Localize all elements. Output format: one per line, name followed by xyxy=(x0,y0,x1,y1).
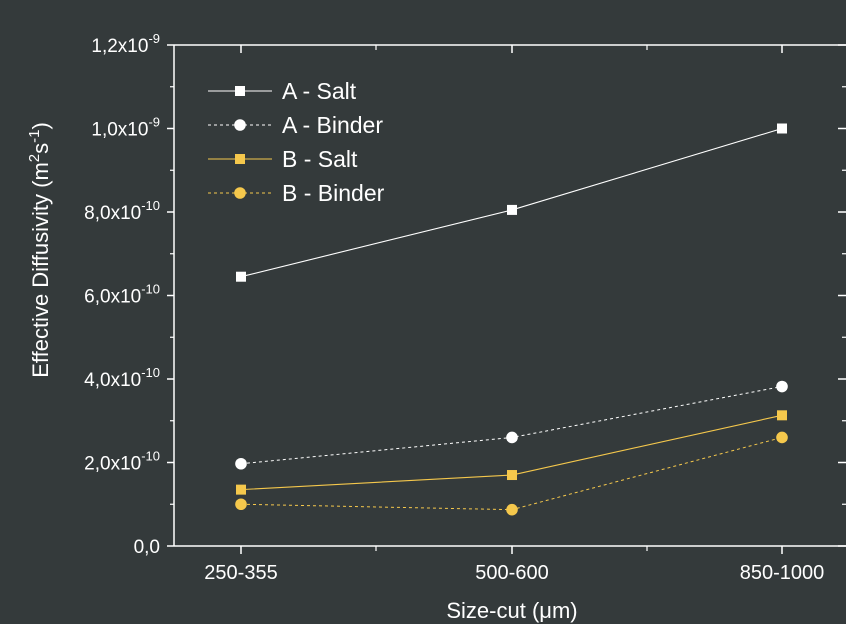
legend-label: B - Binder xyxy=(282,180,385,206)
y-tick-label: 6,0x10-10 xyxy=(84,282,160,308)
data-point xyxy=(777,410,787,421)
y-tick-label: 1,0x10-9 xyxy=(91,115,160,141)
legend-item: B - Binder xyxy=(208,180,385,206)
data-point xyxy=(235,457,247,470)
data-point xyxy=(506,431,518,444)
data-point xyxy=(235,498,247,511)
series-a-binder xyxy=(235,380,788,470)
series-line xyxy=(240,386,783,465)
y-tick-label: 2,0x10-10 xyxy=(84,449,160,475)
y-tick-label: 8,0x10-10 xyxy=(84,198,160,224)
series-b-salt xyxy=(236,410,787,495)
data-point xyxy=(777,123,787,134)
data-point xyxy=(776,431,788,444)
y-tick-label: 1,2x10-9 xyxy=(91,31,160,57)
legend: A - Salt A - Binder B - Salt B - Binder xyxy=(208,78,385,206)
y-tick-label: 0,0 xyxy=(134,537,160,558)
data-point xyxy=(236,484,246,495)
legend-marker xyxy=(234,187,246,199)
series-layer xyxy=(235,123,788,516)
series-a-salt xyxy=(236,123,787,282)
legend-item: A - Salt xyxy=(208,78,357,104)
legend-marker xyxy=(235,86,245,96)
legend-marker xyxy=(235,154,245,164)
data-point xyxy=(236,271,246,282)
x-axis-ticks: 250-355 500-600 850-1000 xyxy=(204,45,824,584)
data-point xyxy=(507,204,517,215)
y-tick-label: 4,0x10-10 xyxy=(84,365,160,391)
x-tick-label: 500-600 xyxy=(475,562,548,584)
y-axis-ticks: 0,0 2,0x10-10 4,0x10-10 6,0x10-10 8,0x10-10 1… xyxy=(84,31,846,558)
legend-label: A - Salt xyxy=(282,78,357,104)
y-axis-label: Effective Diffusivity (m2s-1) xyxy=(26,122,53,378)
legend-label: B - Salt xyxy=(282,146,358,172)
x-tick-label: 850-1000 xyxy=(740,562,825,584)
data-point xyxy=(507,470,517,481)
data-point xyxy=(776,380,788,393)
series-b-binder xyxy=(235,431,788,516)
legend-item: B - Salt xyxy=(208,146,358,172)
legend-marker xyxy=(234,119,246,131)
legend-label: A - Binder xyxy=(282,112,383,138)
x-axis-label: Size-cut (μm) xyxy=(446,598,577,623)
legend-item: A - Binder xyxy=(208,112,383,138)
x-tick-label: 250-355 xyxy=(204,562,277,584)
data-point xyxy=(506,503,518,516)
